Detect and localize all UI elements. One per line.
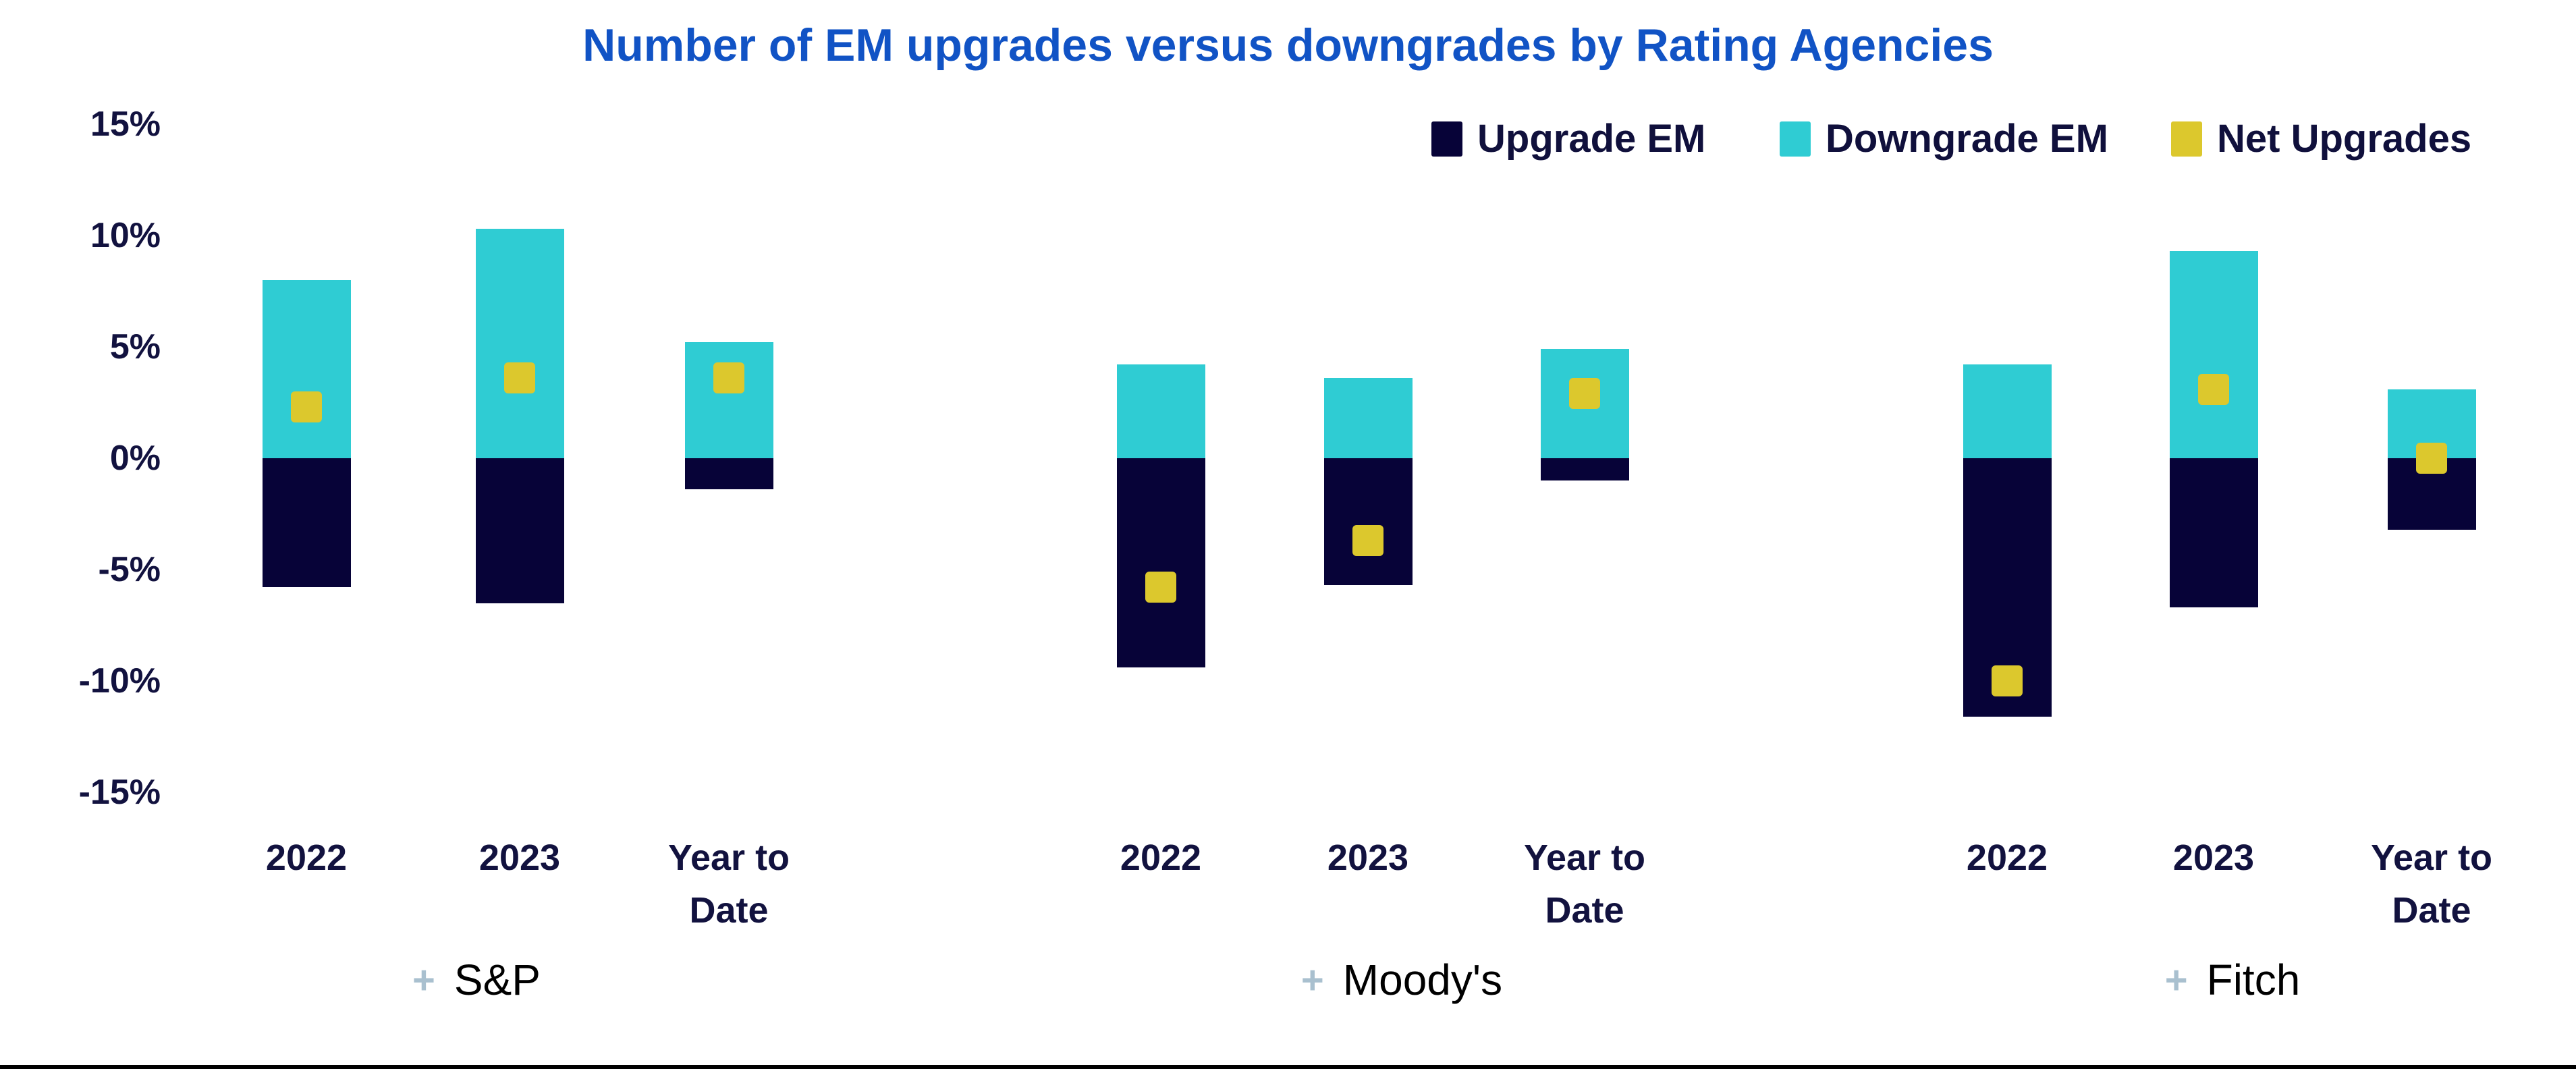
net-upgrades-marker-moodys-yeartodate — [1569, 378, 1600, 410]
y-tick-label--10: -10% — [78, 661, 161, 700]
bar-sp-2023-downgrade-em — [475, 229, 564, 458]
bar-sp-yeartodate-downgrade-em — [684, 342, 773, 458]
bar-moodys-2022-downgrade-em — [1116, 364, 1205, 458]
bar-sp-2022-downgrade-em — [262, 280, 351, 458]
bar-moodys-yeartodate-upgrade-em — [1540, 458, 1629, 480]
bar-fitch-2022-downgrade-em — [1963, 364, 2052, 458]
legend-label: Upgrade EM — [1477, 117, 1706, 161]
legend-label: Downgrade EM — [1826, 117, 2108, 161]
y-tick-label--15: -15% — [78, 773, 161, 812]
bar-fitch-2023-upgrade-em — [2169, 458, 2258, 608]
net-upgrades-marker-sp-2022 — [291, 391, 322, 423]
bar-sp-2023-upgrade-em — [475, 458, 564, 603]
y-tick-label-15: 15% — [90, 105, 161, 144]
net-upgrades-marker-moodys-2023 — [1352, 525, 1383, 557]
chart-title: Number of EM upgrades versus downgrades … — [582, 20, 1994, 71]
bar-fitch-2023-downgrade-em — [2169, 251, 2258, 458]
legend-label: Net Upgrades — [2217, 117, 2472, 161]
group-name-sp: S&P — [454, 956, 541, 1004]
group-name-fitch: Fitch — [2206, 956, 2301, 1004]
expand-button-fitch[interactable]: + — [2164, 958, 2188, 1002]
bar-moodys-2022-upgrade-em — [1116, 458, 1205, 668]
legend-swatch-upgradeem — [1431, 121, 1462, 157]
x-category-label-sp-2023: 2023 — [478, 837, 561, 878]
x-category-label-fitch-2023: 2023 — [2172, 837, 2255, 878]
net-upgrades-marker-fitch-2022 — [1992, 665, 2023, 696]
x-category-label-sp-yeartodate: Year to Date — [667, 837, 790, 931]
net-upgrades-marker-fitch-2023 — [2198, 373, 2229, 405]
x-category-label-moodys-yeartodate: Year to Date — [1523, 837, 1646, 931]
y-tick-label-5: 5% — [109, 327, 161, 366]
bar-moodys-2023-upgrade-em — [1323, 458, 1413, 586]
expand-button-sp[interactable]: + — [412, 958, 435, 1002]
net-upgrades-marker-fitch-yeartodate — [2416, 443, 2447, 474]
group-label-fitch: + Fitch — [2165, 955, 2301, 1005]
net-upgrades-marker-sp-2023 — [504, 362, 535, 394]
net-upgrades-marker-sp-yeartodate — [713, 362, 744, 394]
legend-item-upgradeem: Upgrade EM — [1431, 116, 1705, 161]
bar-sp-yeartodate-upgrade-em — [684, 458, 773, 490]
x-category-label-moodys-2023: 2023 — [1327, 837, 1409, 878]
x-category-label-moodys-2022: 2022 — [1120, 837, 1202, 878]
legend-item-netupgrades: Net Upgrades — [2171, 116, 2471, 161]
group-label-sp: + S&P — [412, 955, 541, 1005]
x-category-label-fitch-yeartodate: Year to Date — [2370, 837, 2493, 931]
expand-button-moodys[interactable]: + — [1300, 958, 1324, 1002]
net-upgrades-marker-moodys-2022 — [1145, 572, 1176, 603]
x-category-label-fitch-2022: 2022 — [1966, 837, 2048, 878]
y-tick-label--5: -5% — [98, 550, 161, 589]
bar-moodys-2023-downgrade-em — [1323, 378, 1413, 458]
legend-swatch-netupgrades — [2171, 121, 2202, 157]
group-name-moodys: Moody's — [1342, 956, 1503, 1004]
bottom-divider — [0, 1065, 2576, 1069]
x-category-label-sp-2022: 2022 — [265, 837, 348, 878]
group-label-moodys: + Moody's — [1301, 955, 1502, 1005]
y-tick-label-10: 10% — [90, 216, 161, 255]
y-tick-label-0: 0% — [109, 439, 161, 478]
bar-sp-2022-upgrade-em — [262, 458, 351, 588]
legend-swatch-downgradeem — [1780, 121, 1811, 157]
legend-item-downgradeem: Downgrade EM — [1780, 116, 2108, 161]
